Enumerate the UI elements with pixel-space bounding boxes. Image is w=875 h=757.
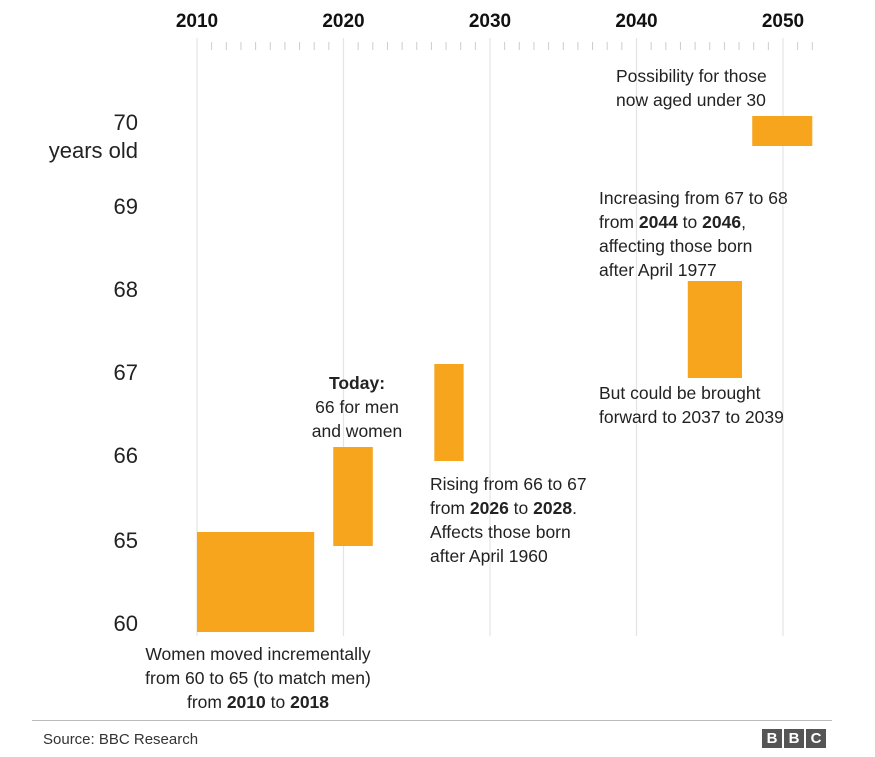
year-tick-label: 2010 <box>176 11 218 32</box>
age-tick-label: 69 <box>114 194 138 219</box>
bbc-logo-letter: C <box>806 729 826 748</box>
note-line: 66 for men <box>315 397 399 417</box>
note-line: Women moved incrementally <box>145 644 371 664</box>
bar-rise67 <box>434 364 464 461</box>
note-line: after April 1960 <box>430 546 548 566</box>
note-line: Today: <box>328 373 386 393</box>
age-tick-label: 67 <box>114 360 138 385</box>
note-possible-70: Possibility for those now aged under 30 <box>616 64 875 112</box>
year-axis: 2010 2020 2030 2040 2050 <box>176 11 804 32</box>
bar-today <box>333 447 373 546</box>
note-line: But could be brought <box>599 383 761 403</box>
age-axis: 60 65 66 67 68 69 70 years old <box>49 110 138 636</box>
year-tick-label: 2040 <box>615 11 657 32</box>
note-rise-68: Increasing from 67 to 68 from 2044 to 20… <box>599 186 869 282</box>
age-unit-label: years old <box>49 138 138 163</box>
note-line: from 2044 to 2046, <box>599 212 746 232</box>
bar-possible70 <box>752 116 813 146</box>
note-line: from 2010 to 2018 <box>186 692 330 712</box>
year-tick-label: 2020 <box>322 11 364 32</box>
note-rise-67: Rising from 66 to 67 from 2026 to 2028. … <box>430 472 660 568</box>
year-tick-label: 2030 <box>469 11 511 32</box>
minor-ticks <box>211 42 813 50</box>
note-line: Increasing from 67 to 68 <box>599 188 788 208</box>
bbc-logo: B B C <box>762 729 826 748</box>
note-line: from 2026 to 2028. <box>430 498 577 518</box>
bbc-logo-letter: B <box>784 729 804 748</box>
age-tick-label: 70 <box>114 110 138 135</box>
source-text: Source: BBC Research <box>43 731 199 748</box>
age-tick-label: 60 <box>114 611 138 636</box>
bar-women <box>197 532 315 632</box>
note-women: Women moved incrementally from 60 to 65 … <box>108 642 408 714</box>
note-line: Possibility for those <box>616 66 767 86</box>
age-tick-label: 65 <box>114 528 138 553</box>
note-line: now aged under 30 <box>616 90 766 110</box>
age-tick-label: 66 <box>114 443 138 468</box>
note-line: affecting those born <box>599 236 753 256</box>
note-line: after April 1977 <box>599 260 717 280</box>
bbc-logo-letter: B <box>762 729 782 748</box>
note-line: Rising from 66 to 67 <box>430 474 587 494</box>
note-today: Today: 66 for men and women <box>262 371 452 443</box>
note-line: from 60 to 65 (to match men) <box>145 668 371 688</box>
year-tick-label: 2050 <box>762 11 804 32</box>
note-line: and women <box>311 421 403 441</box>
bar-rise68 <box>687 281 742 378</box>
bars <box>197 116 813 632</box>
note-line: forward to 2037 to 2039 <box>599 407 784 427</box>
footer-divider <box>32 720 832 721</box>
note-line: Affects those born <box>430 522 571 542</box>
note-brought-forward: But could be brought forward to 2037 to … <box>599 381 869 429</box>
age-tick-label: 68 <box>114 277 138 302</box>
